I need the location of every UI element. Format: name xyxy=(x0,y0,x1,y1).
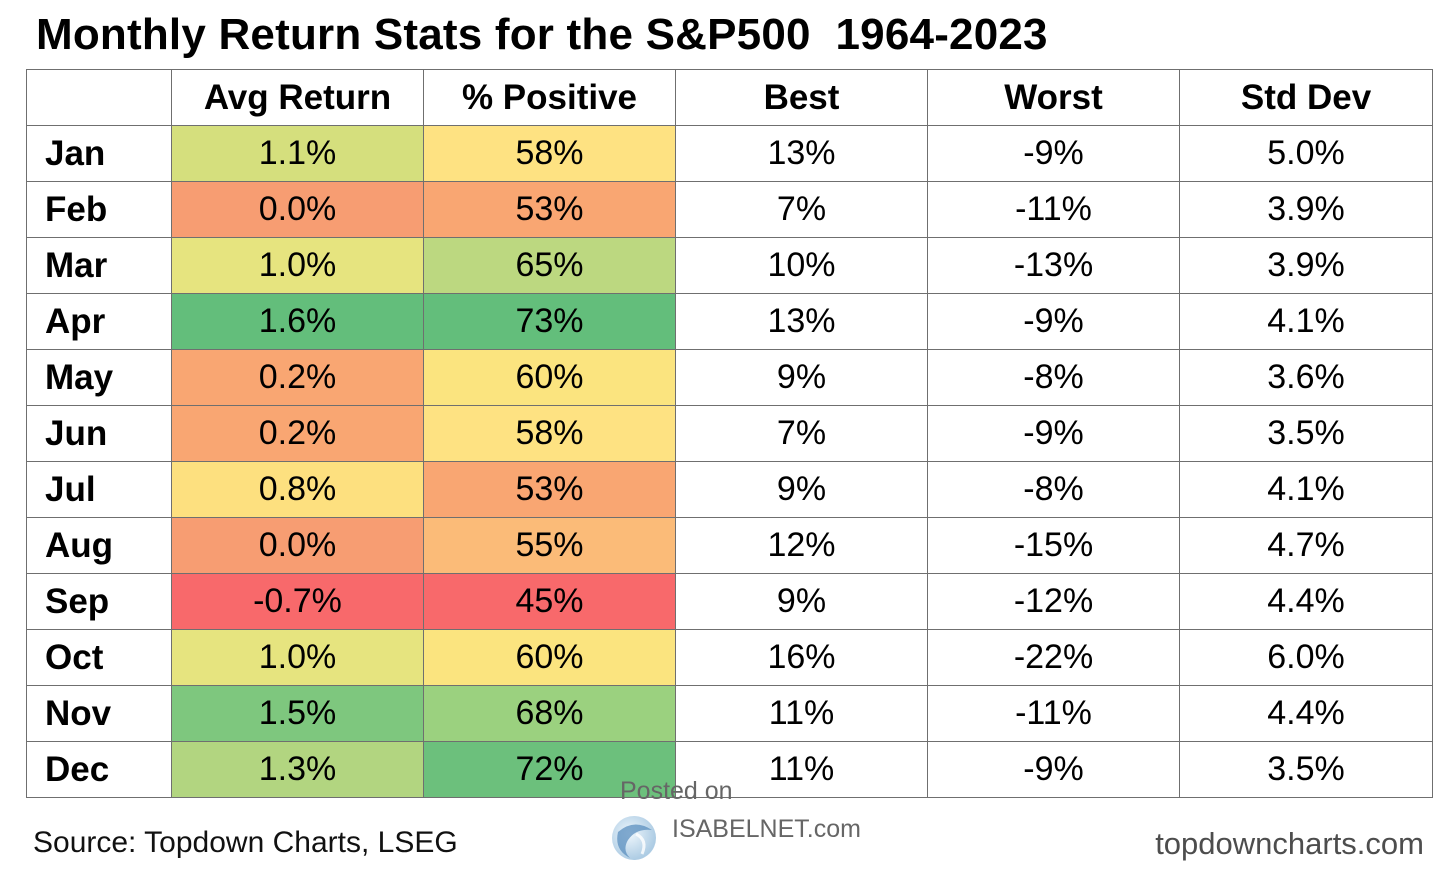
avg-return-cell: -0.7% xyxy=(171,573,424,630)
avg-return-cell: 1.6% xyxy=(171,293,424,350)
std-dev-cell: 4.4% xyxy=(1179,573,1433,630)
avg-return-cell: 1.3% xyxy=(171,741,424,798)
std-dev-cell: 3.5% xyxy=(1179,405,1433,462)
avg-return-cell: 0.0% xyxy=(171,181,424,238)
best-cell: 9% xyxy=(675,349,928,406)
std-dev-cell: 4.1% xyxy=(1179,461,1433,518)
table-row: Sep -0.7% 45% 9% -12% 4.4% xyxy=(26,573,1433,630)
pct-positive-cell: 73% xyxy=(423,293,676,350)
header-worst: Worst xyxy=(927,69,1180,126)
avg-return-cell: 0.8% xyxy=(171,461,424,518)
std-dev-cell: 6.0% xyxy=(1179,629,1433,686)
best-cell: 16% xyxy=(675,629,928,686)
pct-positive-cell: 65% xyxy=(423,237,676,294)
table-row: Jul 0.8% 53% 9% -8% 4.1% xyxy=(26,461,1433,518)
month-cell: Apr xyxy=(26,293,172,350)
month-cell: Jul xyxy=(26,461,172,518)
best-cell: 12% xyxy=(675,517,928,574)
avg-return-cell: 1.1% xyxy=(171,125,424,182)
pct-positive-cell: 72% xyxy=(423,741,676,798)
best-cell: 11% xyxy=(675,741,928,798)
best-cell: 13% xyxy=(675,293,928,350)
table-body: Jan 1.1% 58% 13% -9% 5.0% Feb 0.0% 53% 7% -11% 3.9%… xyxy=(26,125,1433,798)
worst-cell: -11% xyxy=(927,181,1180,238)
avg-return-cell: 1.5% xyxy=(171,685,424,742)
std-dev-cell: 4.4% xyxy=(1179,685,1433,742)
worst-cell: -22% xyxy=(927,629,1180,686)
worst-cell: -8% xyxy=(927,349,1180,406)
header-month xyxy=(26,69,172,126)
best-cell: 7% xyxy=(675,181,928,238)
table-row: Aug 0.0% 55% 12% -15% 4.7% xyxy=(26,517,1433,574)
monthly-return-table: Avg Return % Positive Best Worst Std Dev… xyxy=(26,69,1433,798)
std-dev-cell: 4.1% xyxy=(1179,293,1433,350)
std-dev-cell: 3.5% xyxy=(1179,741,1433,798)
chart-title: Monthly Return Stats for the S&P500 1964… xyxy=(36,10,1048,59)
std-dev-cell: 3.6% xyxy=(1179,349,1433,406)
table-row: Feb 0.0% 53% 7% -11% 3.9% xyxy=(26,181,1433,238)
avg-return-cell: 0.2% xyxy=(171,349,424,406)
std-dev-cell: 5.0% xyxy=(1179,125,1433,182)
best-cell: 13% xyxy=(675,125,928,182)
avg-return-cell: 0.0% xyxy=(171,517,424,574)
month-cell: Sep xyxy=(26,573,172,630)
worst-cell: -9% xyxy=(927,125,1180,182)
best-cell: 9% xyxy=(675,573,928,630)
worst-cell: -9% xyxy=(927,741,1180,798)
month-cell: Jan xyxy=(26,125,172,182)
best-cell: 11% xyxy=(675,685,928,742)
pct-positive-cell: 58% xyxy=(423,125,676,182)
header-std-dev: Std Dev xyxy=(1179,69,1433,126)
pct-positive-cell: 55% xyxy=(423,517,676,574)
pct-positive-cell: 60% xyxy=(423,629,676,686)
table-row: Jun 0.2% 58% 7% -9% 3.5% xyxy=(26,405,1433,462)
pct-positive-cell: 45% xyxy=(423,573,676,630)
std-dev-cell: 3.9% xyxy=(1179,237,1433,294)
worst-cell: -15% xyxy=(927,517,1180,574)
table-row: May 0.2% 60% 9% -8% 3.6% xyxy=(26,349,1433,406)
month-cell: Mar xyxy=(26,237,172,294)
table-row: Apr 1.6% 73% 13% -9% 4.1% xyxy=(26,293,1433,350)
table-row: Nov 1.5% 68% 11% -11% 4.4% xyxy=(26,685,1433,742)
avg-return-cell: 1.0% xyxy=(171,629,424,686)
month-cell: Nov xyxy=(26,685,172,742)
avg-return-cell: 0.2% xyxy=(171,405,424,462)
isabelnet-logo-icon xyxy=(612,816,656,860)
month-cell: Jun xyxy=(26,405,172,462)
pct-positive-cell: 53% xyxy=(423,181,676,238)
header-best: Best xyxy=(675,69,928,126)
watermark-site: ISABELNET.com xyxy=(672,815,861,843)
pct-positive-cell: 58% xyxy=(423,405,676,462)
table-row: Mar 1.0% 65% 10% -13% 3.9% xyxy=(26,237,1433,294)
worst-cell: -9% xyxy=(927,293,1180,350)
best-cell: 10% xyxy=(675,237,928,294)
month-cell: May xyxy=(26,349,172,406)
worst-cell: -11% xyxy=(927,685,1180,742)
worst-cell: -13% xyxy=(927,237,1180,294)
std-dev-cell: 4.7% xyxy=(1179,517,1433,574)
best-cell: 7% xyxy=(675,405,928,462)
source-note: Source: Topdown Charts, LSEG xyxy=(33,826,458,859)
site-credit: topdowncharts.com xyxy=(1155,826,1424,861)
month-cell: Aug xyxy=(26,517,172,574)
month-cell: Oct xyxy=(26,629,172,686)
table-row: Dec 1.3% 72% 11% -9% 3.5% xyxy=(26,741,1433,798)
month-cell: Feb xyxy=(26,181,172,238)
header-avg-return: Avg Return xyxy=(171,69,424,126)
std-dev-cell: 3.9% xyxy=(1179,181,1433,238)
table-header-row: Avg Return % Positive Best Worst Std Dev xyxy=(26,69,1433,126)
worst-cell: -9% xyxy=(927,405,1180,462)
table-row: Jan 1.1% 58% 13% -9% 5.0% xyxy=(26,125,1433,182)
pct-positive-cell: 68% xyxy=(423,685,676,742)
month-cell: Dec xyxy=(26,741,172,798)
header-pct-positive: % Positive xyxy=(423,69,676,126)
avg-return-cell: 1.0% xyxy=(171,237,424,294)
pct-positive-cell: 60% xyxy=(423,349,676,406)
worst-cell: -12% xyxy=(927,573,1180,630)
best-cell: 9% xyxy=(675,461,928,518)
table-row: Oct 1.0% 60% 16% -22% 6.0% xyxy=(26,629,1433,686)
worst-cell: -8% xyxy=(927,461,1180,518)
watermark-posted-on: Posted on xyxy=(620,777,733,805)
pct-positive-cell: 53% xyxy=(423,461,676,518)
